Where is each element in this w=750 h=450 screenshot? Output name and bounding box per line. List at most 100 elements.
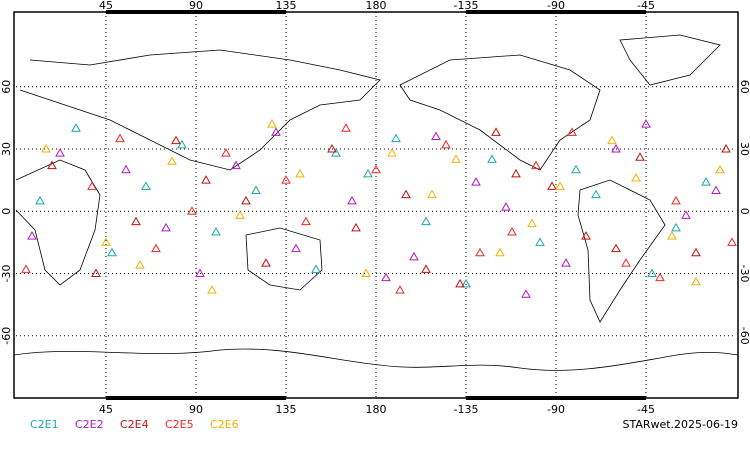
triangle-marker <box>295 168 305 178</box>
triangle-marker <box>527 218 537 228</box>
triangle-marker <box>371 164 381 174</box>
axis-bar <box>106 396 286 400</box>
legend-label: C2E6 <box>210 418 239 431</box>
triangle-marker <box>207 285 217 294</box>
triangle-marker <box>501 202 511 211</box>
triangle-marker <box>235 210 245 219</box>
triangle-marker <box>177 139 187 149</box>
triangle-marker <box>461 278 471 288</box>
triangle-marker <box>491 127 501 136</box>
triangle-marker <box>715 164 725 174</box>
triangle-marker <box>327 143 337 153</box>
triangle-marker <box>671 195 681 205</box>
y-tick-label-right: -30 <box>738 264 750 282</box>
coastline <box>13 348 739 371</box>
triangle-marker <box>261 258 271 267</box>
triangle-marker <box>721 143 731 153</box>
triangle-marker <box>301 216 311 226</box>
triangle-marker <box>47 160 57 170</box>
triangle-marker <box>161 222 171 232</box>
x-tick-label: 180 <box>366 403 387 416</box>
triangle-marker <box>621 258 631 267</box>
y-tick-label: -60 <box>0 327 13 345</box>
triangle-marker <box>195 268 205 277</box>
triangle-marker <box>727 237 737 246</box>
x-tick-label-top: -90 <box>547 0 565 12</box>
triangle-marker <box>363 168 373 178</box>
triangle-marker <box>211 226 221 236</box>
triangle-marker <box>647 268 657 277</box>
triangle-marker <box>291 243 301 253</box>
triangle-marker <box>571 164 581 174</box>
triangle-marker <box>409 251 419 261</box>
triangle-marker <box>351 222 361 232</box>
triangle-marker <box>701 177 711 186</box>
triangle-marker <box>21 264 31 273</box>
triangle-marker <box>331 148 341 157</box>
coastline <box>577 179 666 323</box>
y-tick-label-right: -60 <box>738 327 750 345</box>
x-tick-label-top: 135 <box>276 0 297 12</box>
axis-bar <box>466 396 646 400</box>
triangle-marker <box>187 206 197 215</box>
triangle-marker <box>711 185 721 194</box>
triangle-marker <box>361 268 371 277</box>
triangle-marker <box>635 152 645 161</box>
triangle-marker <box>455 278 465 288</box>
triangle-marker <box>41 143 51 153</box>
triangle-marker <box>115 133 125 143</box>
triangle-marker <box>387 148 397 157</box>
triangle-marker <box>101 237 111 246</box>
triangle-marker <box>131 216 141 226</box>
triangle-marker <box>611 243 621 253</box>
triangle-marker <box>667 231 677 240</box>
triangle-marker <box>135 260 145 269</box>
legend-label: C2E2 <box>75 418 104 431</box>
triangle-marker <box>607 135 617 145</box>
coastline <box>19 49 381 171</box>
triangle-marker <box>241 195 251 205</box>
triangle-marker <box>431 131 441 141</box>
triangle-marker <box>271 127 281 136</box>
triangle-marker <box>341 123 351 132</box>
triangle-marker <box>495 247 505 257</box>
y-tick-label: 0 <box>0 208 13 215</box>
coastline <box>15 159 101 286</box>
triangle-marker <box>27 231 37 240</box>
x-tick-label-top: 45 <box>99 0 113 12</box>
triangle-marker <box>35 195 45 205</box>
x-tick-label-top: 90 <box>189 0 203 12</box>
triangle-marker <box>311 264 321 273</box>
triangle-marker <box>71 123 81 132</box>
coastline <box>399 54 601 171</box>
legend-label: C2E5 <box>165 418 194 431</box>
triangle-marker <box>475 247 485 257</box>
triangle-marker <box>221 148 231 157</box>
x-tick-label-top: -135 <box>454 0 479 12</box>
triangle-marker <box>167 156 177 165</box>
triangle-marker <box>55 148 65 157</box>
legend-label: C2E1 <box>30 418 59 431</box>
triangle-marker <box>521 289 531 298</box>
triangle-marker <box>451 154 461 163</box>
triangle-marker <box>401 189 411 199</box>
triangle-marker <box>511 168 521 178</box>
triangle-marker <box>107 247 117 257</box>
triangle-marker <box>201 175 211 184</box>
x-tick-label: -135 <box>454 403 479 416</box>
triangle-marker <box>555 181 565 190</box>
triangle-marker <box>641 119 651 128</box>
x-tick-label: 45 <box>99 403 113 416</box>
coastlines <box>13 34 739 371</box>
triangle-marker <box>581 231 591 240</box>
triangle-marker <box>671 222 681 232</box>
x-tick-label: 135 <box>276 403 297 416</box>
y-tick-label-right: 0 <box>738 208 750 215</box>
y-tick-label: -30 <box>0 264 13 282</box>
legend-label: C2E4 <box>120 418 149 431</box>
x-tick-label-top: -45 <box>637 0 655 12</box>
triangle-marker <box>251 185 261 194</box>
triangle-marker <box>691 276 701 286</box>
triangle-marker <box>507 226 517 236</box>
